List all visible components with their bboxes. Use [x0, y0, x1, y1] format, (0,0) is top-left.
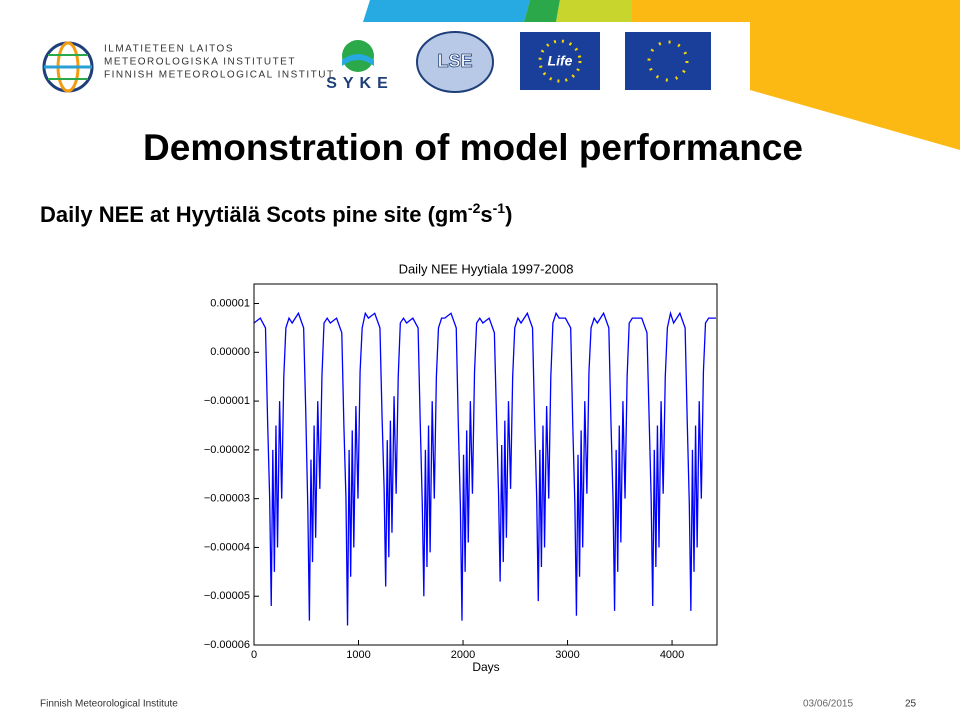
- y-tick-label: −0.00006: [204, 639, 250, 651]
- y-tick-label: −0.00002: [204, 444, 250, 456]
- life-flag: [520, 32, 600, 90]
- fmi-logo: [42, 41, 94, 93]
- x-tick-label: 0: [251, 649, 257, 661]
- logo-text: FINNISH METEOROLOGICAL INSTITUT: [104, 70, 335, 81]
- chart-title: Daily NEE Hyytiala 1997-2008: [399, 261, 574, 276]
- logo-text: METEOROLOGISKA INSTITUTET: [104, 57, 296, 68]
- x-tick-label: 4000: [660, 649, 684, 661]
- syke-logo: [342, 40, 374, 72]
- slide-subtitle: Daily NEE at Hyytiälä Scots pine site (g…: [40, 200, 512, 227]
- slide-title: Demonstration of model performance: [143, 127, 803, 168]
- syke-text: SYKE: [326, 75, 394, 92]
- life-text: Life: [548, 53, 573, 69]
- lse-logo: [416, 31, 494, 93]
- y-tick-label: −0.00003: [204, 493, 250, 505]
- footer-org: Finnish Meteorological Institute: [40, 699, 178, 710]
- plot-frame: [253, 283, 718, 646]
- flag-stars: [647, 40, 689, 82]
- band-lime: [556, 0, 632, 22]
- y-tick-label: 0.00000: [210, 346, 250, 358]
- y-tick-label: −0.00005: [204, 590, 250, 602]
- band-orange: [632, 0, 960, 150]
- footer-page: 25: [905, 699, 917, 710]
- logo-text: ILMATIETEEN LAITOS: [104, 44, 234, 55]
- flag-stars: [538, 39, 582, 83]
- x-axis-label: Days: [472, 660, 499, 674]
- y-tick-label: 0.00001: [210, 297, 250, 309]
- footer-date: 03/06/2015: [803, 699, 853, 710]
- eu-flag: [625, 32, 711, 90]
- y-tick-label: −0.00001: [204, 395, 250, 407]
- lse-text: LSE: [437, 51, 472, 71]
- data-line: [253, 310, 716, 626]
- y-tick-label: −0.00004: [204, 541, 250, 553]
- plot: 0.00001 0.00000 −0.00001 −0.00002 −0.00003 −0…: [204, 297, 716, 661]
- x-tick-label: 1000: [346, 649, 370, 661]
- x-tick-label: 2000: [451, 649, 475, 661]
- x-tick-label: 3000: [555, 649, 579, 661]
- band-green: [524, 0, 560, 22]
- band-blue: [363, 0, 530, 22]
